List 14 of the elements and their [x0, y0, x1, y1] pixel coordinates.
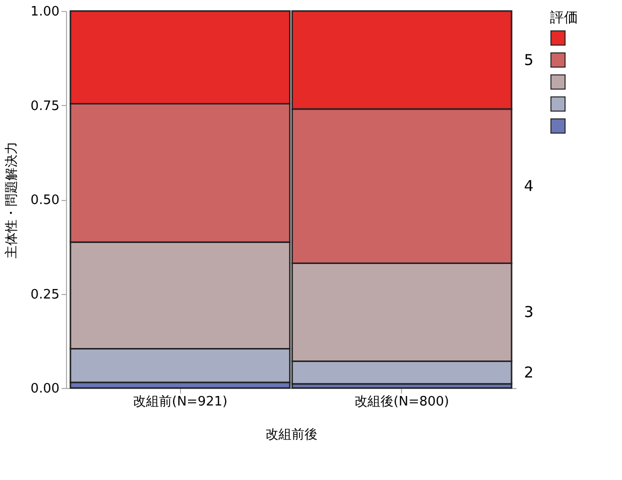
- series-label: 4: [524, 177, 534, 196]
- y-axis-title: 主体性・問題解決力: [4, 142, 20, 258]
- y-tick-label: 0.00: [30, 382, 60, 396]
- legend-label: 5: [524, 51, 534, 70]
- x-tick-label: 改組前(N=921): [132, 394, 228, 410]
- y-tick-label: 0.50: [30, 193, 60, 208]
- series-label: 3: [524, 303, 534, 322]
- x-axis-title: 改組前後: [266, 428, 318, 442]
- y-tick-label: 0.75: [30, 98, 60, 114]
- y-tick-label: 1.00: [30, 4, 60, 20]
- legend-title: 評価: [550, 10, 578, 26]
- series-label: 2: [524, 364, 534, 382]
- y-tick-label: 0.25: [30, 287, 60, 302]
- x-tick-label: 改組後(N=800): [354, 394, 450, 410]
